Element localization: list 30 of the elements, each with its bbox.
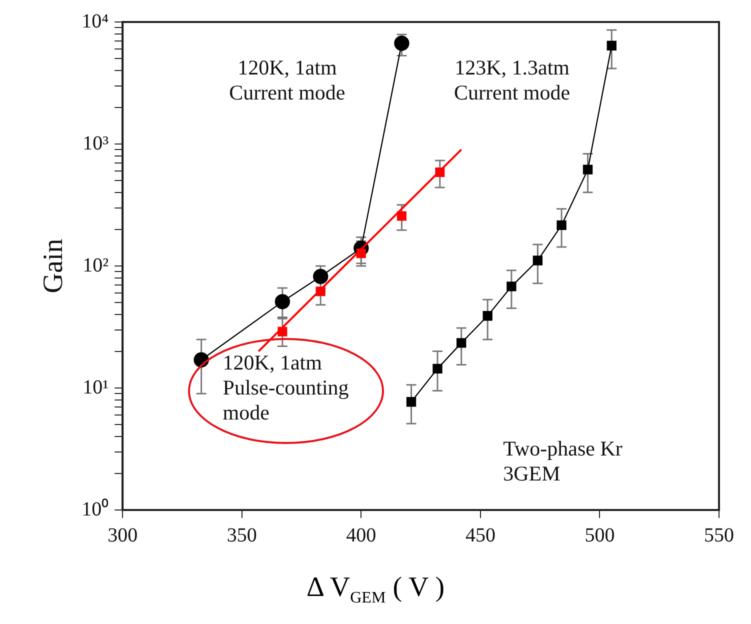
point [606,40,616,50]
x-tick-label: 400 [346,524,376,546]
y-axis-title: Gain [38,238,70,294]
y-tick-label: 10² [82,254,109,276]
x-tick-label: 450 [465,524,496,546]
y-tick-label: 10⁴ [82,10,109,32]
point [396,211,406,221]
y-tick-label: 10³ [82,132,109,154]
point [394,36,410,51]
point [456,338,466,348]
point [506,282,516,292]
point [432,364,442,374]
x-tick-label: 300 [108,524,138,546]
x-axis-title: Δ V$_{GEM}$ ( V ) [305,572,446,608]
annotation: 120K, 1atm Pulse-counting mode [222,350,350,424]
y-tick-label: 10⁰ [82,497,109,520]
point [313,268,328,284]
x-tick-label: 550 [704,524,734,546]
point [274,294,290,310]
point [556,220,566,230]
x-tick-label: 350 [226,524,257,546]
x-tick-label: 500 [584,524,615,546]
annotation: 123K, 1.3atm Current mode [454,56,570,105]
point [582,164,593,174]
annotation: 120K, 1atm Current mode [229,56,346,105]
point [482,311,492,321]
point [532,256,543,266]
y-tick-label: 10¹ [82,376,109,398]
annotation: Two-phase Kr 3GEM [503,436,622,486]
point [406,397,416,407]
